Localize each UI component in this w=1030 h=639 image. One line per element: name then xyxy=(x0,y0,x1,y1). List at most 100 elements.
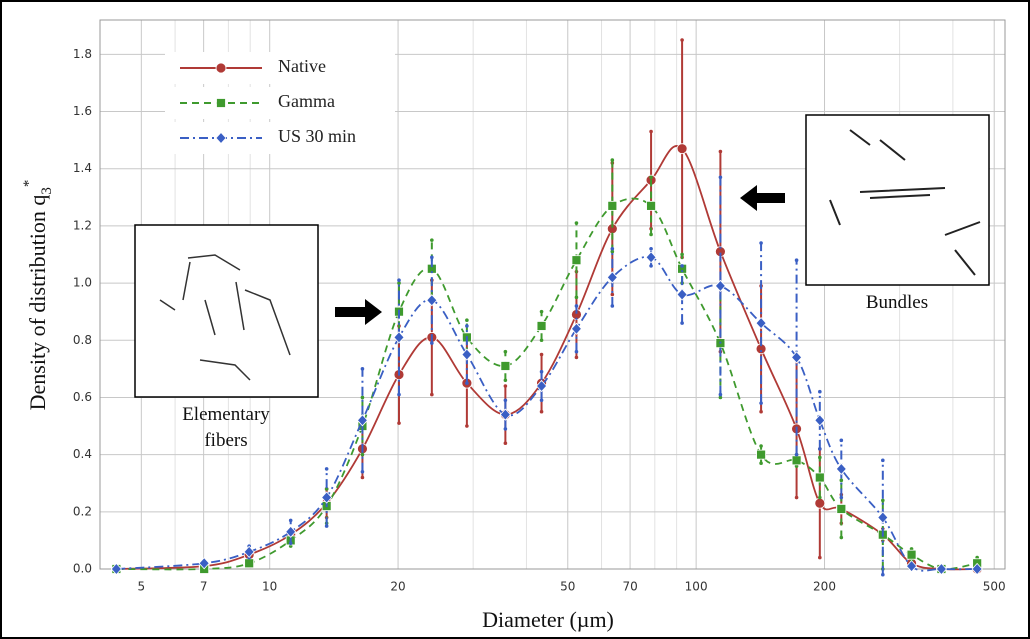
marker xyxy=(393,331,405,344)
marker xyxy=(215,62,227,74)
legend-bg xyxy=(165,87,395,119)
x-tick-label: 200 xyxy=(813,580,836,594)
error-cap xyxy=(465,381,469,385)
error-cap xyxy=(610,246,615,251)
error-cap xyxy=(503,427,508,431)
error-cap xyxy=(539,369,544,374)
error-cap xyxy=(360,395,365,400)
error-cap xyxy=(794,495,799,500)
annotation: Elementary xyxy=(182,404,270,425)
error-cap xyxy=(680,321,684,325)
error-cap xyxy=(610,249,615,254)
y-tick-label: 0.2 xyxy=(73,504,92,518)
error-cap xyxy=(574,304,579,308)
error-cap xyxy=(680,264,684,268)
error-cap xyxy=(539,352,544,357)
y-tick-label: 0.6 xyxy=(73,390,92,404)
marker xyxy=(606,271,618,284)
error-cap xyxy=(397,278,401,283)
y-tick-label: 1.6 xyxy=(73,104,92,118)
error-cap xyxy=(794,258,799,262)
y-tick-label: 0.0 xyxy=(73,562,92,576)
marker xyxy=(570,322,582,335)
error-cap xyxy=(360,367,365,371)
marks xyxy=(110,38,983,577)
marker xyxy=(835,462,847,476)
error-cap xyxy=(718,175,723,180)
y-tick-label: 0.4 xyxy=(73,447,92,461)
inset-left xyxy=(134,224,319,398)
annotation: fibers xyxy=(204,430,247,451)
error-cap xyxy=(574,355,579,360)
marker xyxy=(607,200,618,211)
error-cap xyxy=(465,318,469,323)
error-cap xyxy=(759,241,763,245)
error-cap xyxy=(818,447,822,451)
x-tick-label: 7 xyxy=(200,580,208,594)
error-cap xyxy=(718,149,723,154)
error-cap xyxy=(818,555,822,560)
error-cap xyxy=(881,498,885,503)
error-cap xyxy=(839,478,844,483)
error-cap xyxy=(360,452,365,457)
error-cap xyxy=(397,281,401,285)
marker xyxy=(645,251,657,264)
error-cap xyxy=(430,392,434,397)
error-cap xyxy=(539,409,544,414)
marker xyxy=(499,408,511,421)
y-tick-label: 1.4 xyxy=(73,161,92,175)
x-tick-label: 70 xyxy=(622,580,637,594)
error-cap xyxy=(649,129,653,134)
y-label-sup: * xyxy=(21,180,37,188)
error-cap xyxy=(839,535,844,540)
marker xyxy=(426,294,438,307)
marker xyxy=(906,560,918,573)
error-cap xyxy=(818,389,822,394)
y-label-sub: 3 xyxy=(39,187,55,195)
error-cap xyxy=(324,467,329,471)
marker xyxy=(536,379,548,393)
error-cap xyxy=(430,341,434,345)
error-cap xyxy=(718,392,723,397)
error-cap xyxy=(649,264,653,268)
y-axis-label: Density of distribution q3* xyxy=(21,180,55,411)
marker xyxy=(676,143,688,155)
inset-right xyxy=(805,114,990,286)
error-cap xyxy=(288,518,293,523)
error-cap xyxy=(574,221,579,225)
legend-label: Gamma xyxy=(278,91,335,111)
marker xyxy=(877,511,889,524)
marker xyxy=(646,200,656,211)
marker xyxy=(906,549,917,560)
error-cap xyxy=(680,38,684,42)
x-tick-label: 5 xyxy=(138,580,146,594)
annotation: Bundles xyxy=(866,292,928,313)
error-cap xyxy=(503,349,508,354)
marker xyxy=(814,472,825,483)
error-cap xyxy=(324,524,329,528)
marker xyxy=(756,449,766,460)
marker xyxy=(243,545,255,558)
error-cap xyxy=(610,292,615,297)
error-cap xyxy=(503,441,508,445)
error-cap xyxy=(649,232,653,237)
error-cap xyxy=(465,324,469,328)
error-cap xyxy=(574,349,579,354)
error-cap xyxy=(539,398,544,403)
arrow-right xyxy=(335,299,382,325)
error-cap xyxy=(794,452,799,457)
plot-frame xyxy=(99,19,1006,570)
marker xyxy=(676,288,688,301)
y-tick-label: 1.2 xyxy=(73,218,92,232)
marker xyxy=(285,525,297,538)
marker xyxy=(461,348,473,361)
error-cap xyxy=(610,304,615,308)
error-cap xyxy=(649,175,653,180)
error-cap xyxy=(881,572,885,577)
x-tick-label: 20 xyxy=(390,580,405,594)
error-cap xyxy=(397,392,401,397)
error-cap xyxy=(759,444,763,448)
error-cap xyxy=(288,541,293,546)
error-cap xyxy=(818,455,822,460)
error-cap xyxy=(503,384,508,388)
